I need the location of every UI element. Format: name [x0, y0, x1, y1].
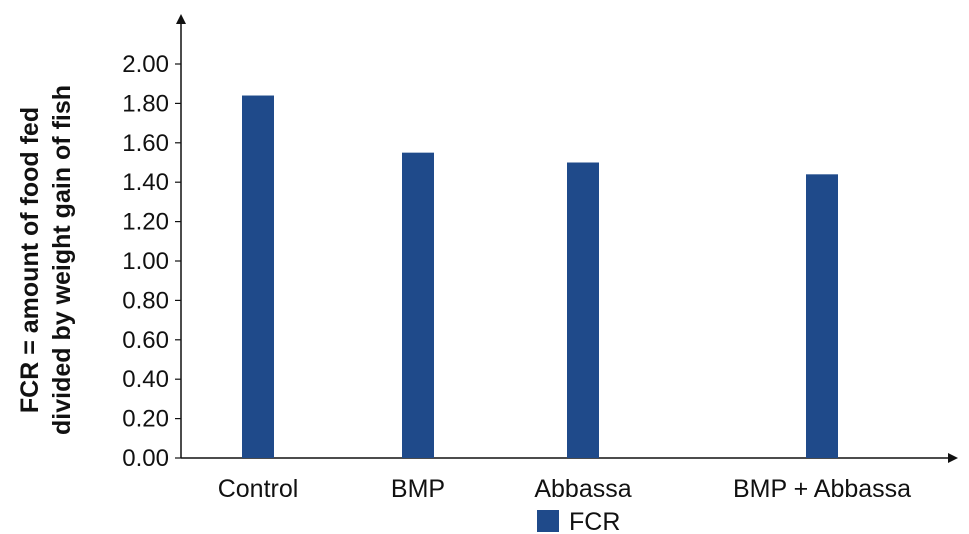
x-tick-label: BMP + Abbassa — [733, 475, 911, 503]
y-axis-title-line-1: FCR = amount of food fed — [16, 107, 44, 413]
y-tick-label: 0.40 — [122, 366, 169, 393]
y-tick-label: 1.20 — [122, 209, 169, 236]
legend-label-fcr: FCR — [569, 508, 620, 534]
y-tick-label: 1.00 — [122, 248, 169, 275]
legend-swatch-fcr — [537, 510, 559, 532]
bar — [567, 162, 599, 458]
bar — [242, 95, 274, 459]
y-tick-label: 0.60 — [122, 327, 169, 354]
x-tick-labels: Control BMP Abbassa BMP + Abbassa — [218, 475, 911, 503]
y-axis-title: FCR = amount of food fed divided by weig… — [16, 85, 76, 435]
x-axis-arrow — [948, 453, 958, 463]
y-tick-label: 1.60 — [122, 130, 169, 157]
bar — [402, 152, 434, 458]
y-axis-title-line-2: divided by weight gain of fish — [48, 85, 76, 435]
y-tick-label: 1.80 — [122, 90, 169, 117]
y-tick-labels: 0.00 0.20 0.40 0.60 0.80 1.00 1.20 1.40 1.60 1.80… — [122, 51, 181, 472]
y-axis-arrow — [176, 14, 186, 24]
y-tick-label: 2.00 — [122, 51, 169, 78]
y-tick-label: 0.20 — [122, 406, 169, 433]
legend: FCR — [537, 508, 620, 534]
bar — [806, 174, 838, 458]
y-tick-label: 1.40 — [122, 169, 169, 196]
bars — [242, 95, 838, 459]
y-tick-label: 0.00 — [122, 445, 169, 472]
x-tick-label: Control — [218, 475, 299, 503]
y-tick-label: 0.80 — [122, 287, 169, 314]
x-tick-label: Abbassa — [534, 475, 631, 503]
x-tick-label: BMP — [391, 475, 445, 503]
